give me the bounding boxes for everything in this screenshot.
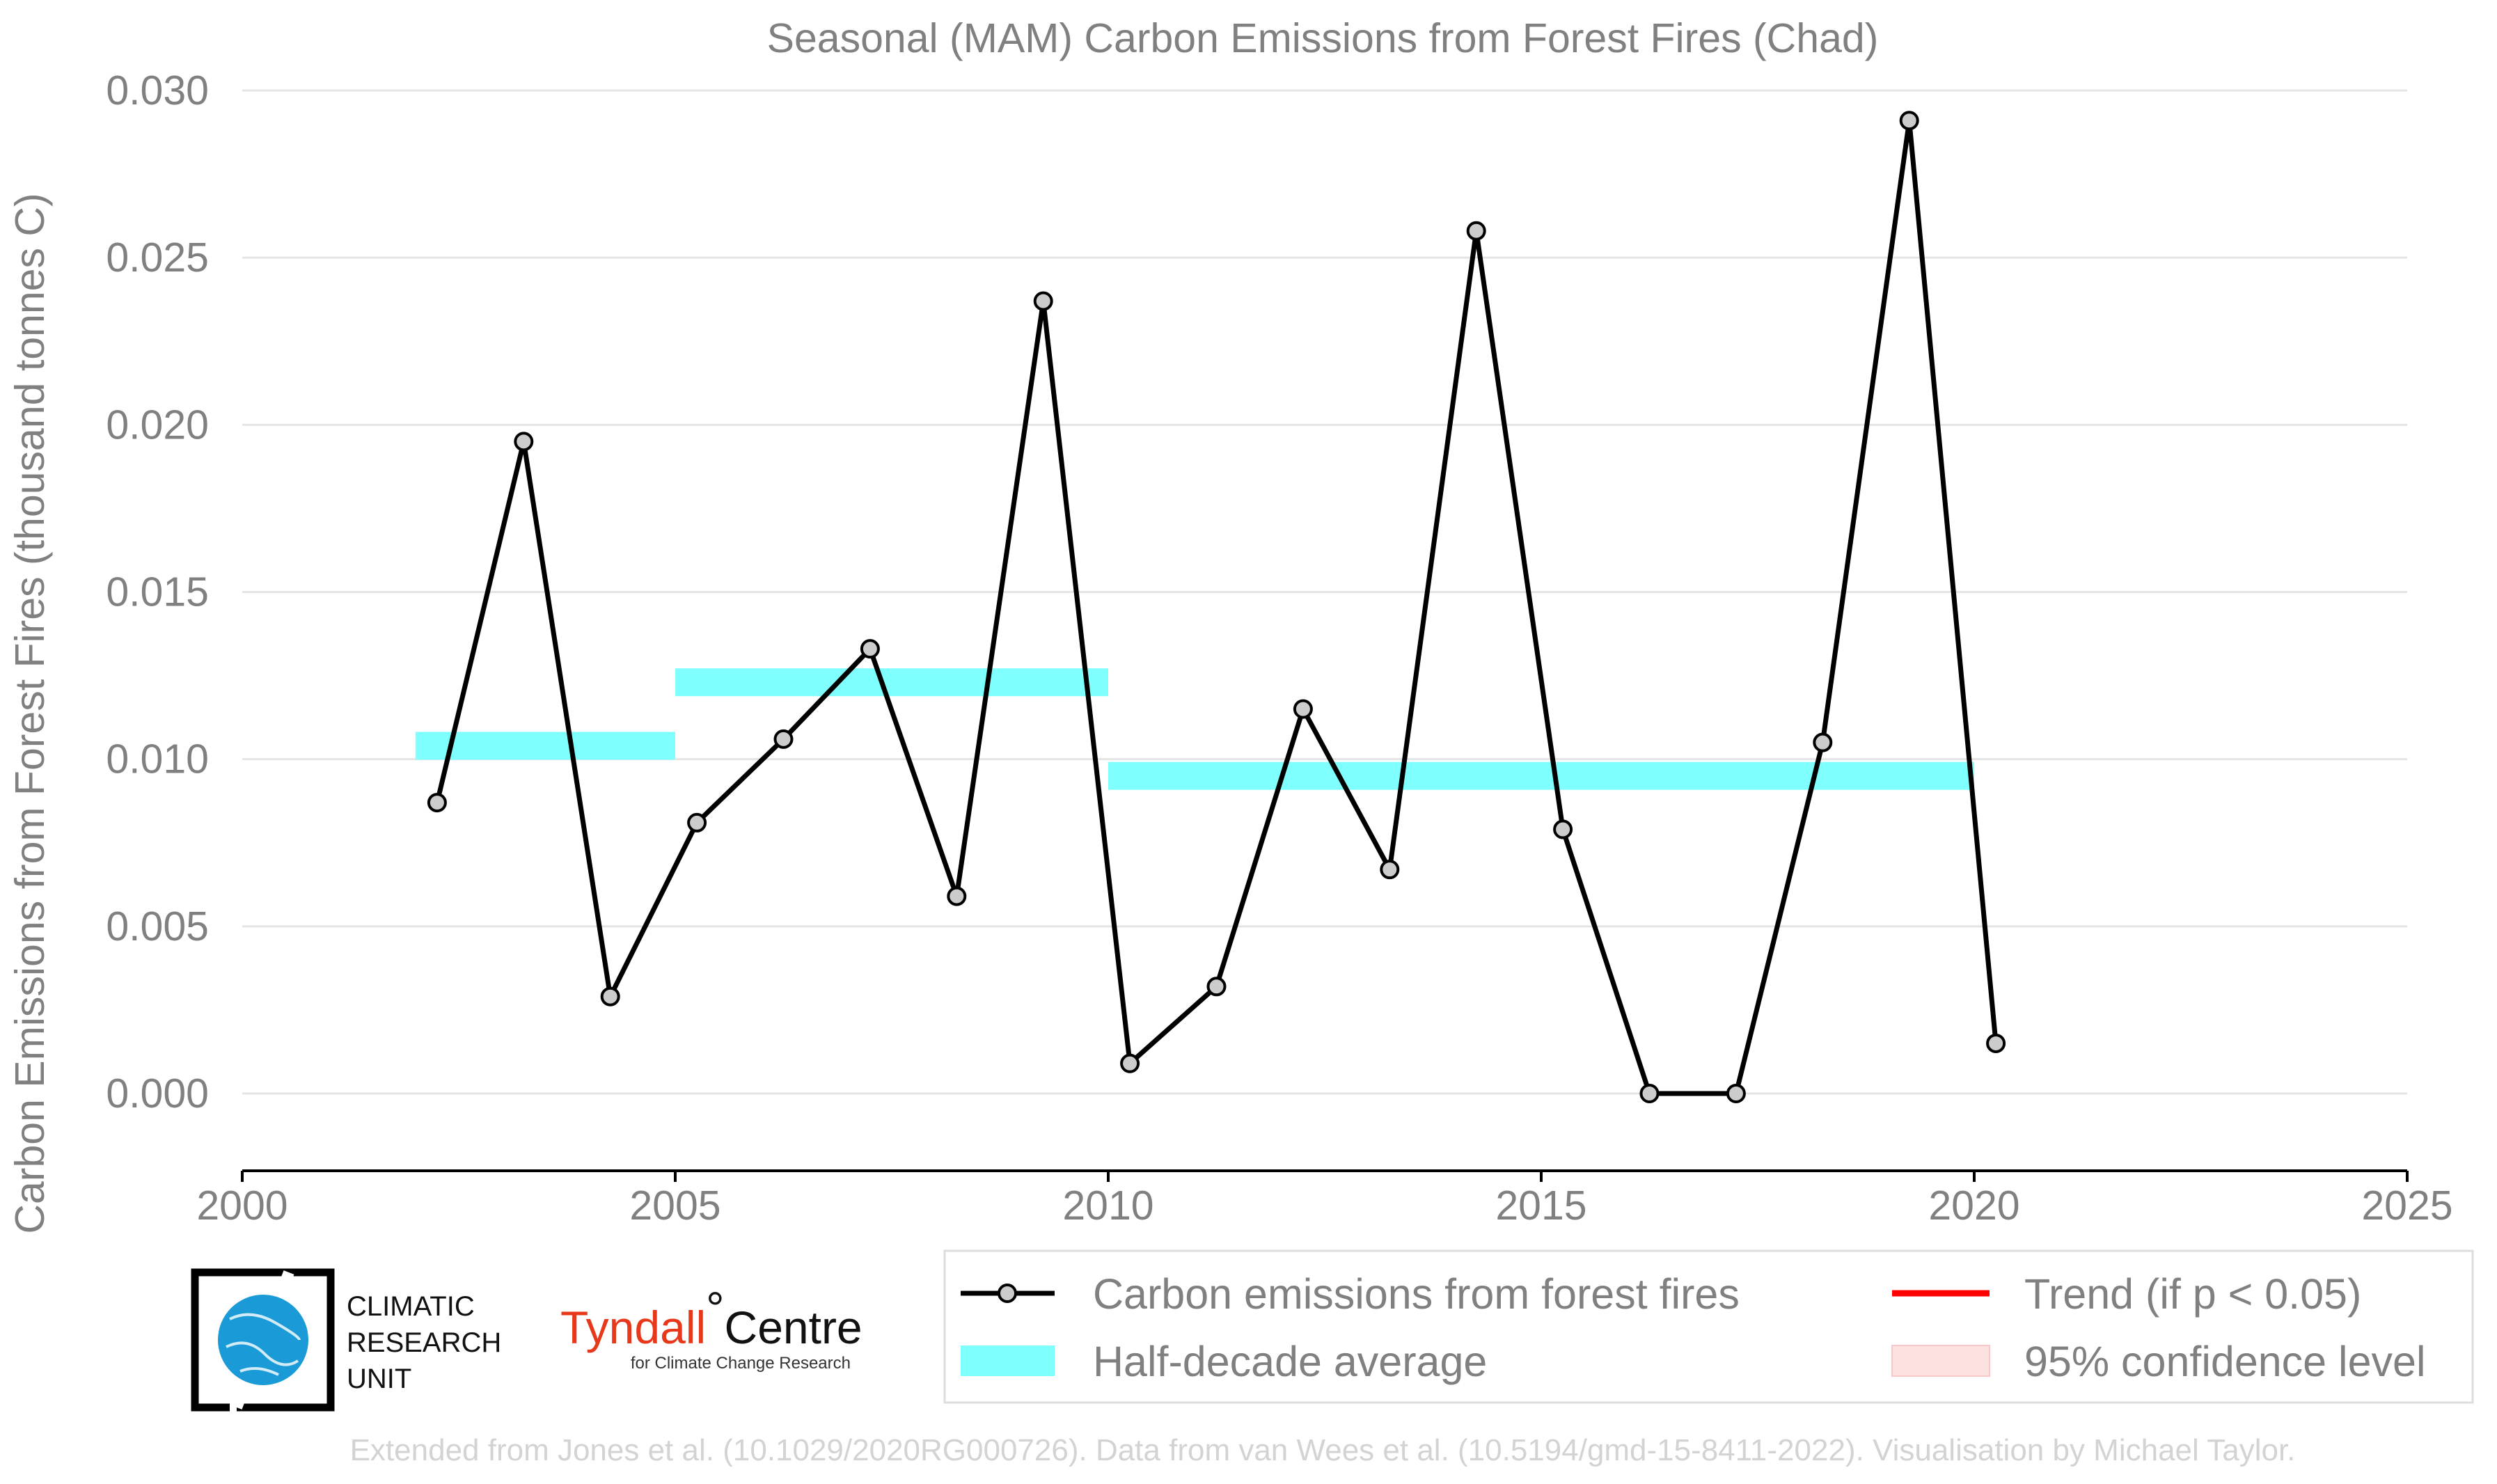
svg-text:Tyndall°Centre: Tyndall°Centre [560,1282,862,1353]
y-axis-label: Carbon Emissions from Forest Fires (thou… [7,193,53,1233]
data-point [1033,291,1053,311]
data-point [600,986,620,1007]
legend-label-confidence: 95% confidence level [2024,1338,2426,1385]
legend-box [943,1249,2474,1404]
data-point [1120,1053,1140,1073]
data-point [1553,819,1573,839]
y-tick-label: 0.010 [106,736,209,782]
data-point [1639,1084,1660,1103]
legend-label-trend: Trend (if p < 0.05) [2024,1270,2361,1318]
x-tick-label: 2000 [196,1183,287,1229]
data-point [947,886,967,906]
grid-lines [242,89,2407,1095]
emissions-series [427,111,2006,1103]
y-tick-label: 0.030 [106,68,209,113]
tyndall-centre-text: Centre [725,1302,862,1353]
half-decade-average-bar [675,668,1108,697]
legend-entry-trend: Trend (if p < 0.05) [1892,1270,2361,1318]
cru-bracket-right-icon [237,1268,335,1412]
half-decade-average-bar [1541,761,1974,790]
x-axis: 2000 2005 2010 2015 2020 2025 [196,1169,2453,1229]
y-tick-label: 0.015 [106,569,209,615]
series-line [434,118,1999,1096]
cru-text-line-1: CLIMATIC [347,1291,475,1322]
half-decade-average-bar [415,732,675,760]
cru-text-line-2: RESEARCH [347,1327,501,1358]
globe-icon [218,1295,308,1385]
legend-entry-confidence: 95% confidence level [1891,1338,2426,1385]
legend: Carbon emissions from forest fires Trend… [943,1249,2474,1404]
data-point [1899,111,1919,131]
legend-label-half-decade: Half-decade average [1093,1338,1487,1385]
x-tick-label: 2005 [629,1183,720,1229]
data-point [427,793,447,813]
y-tick-label: 0.020 [106,402,209,448]
data-point [1466,221,1486,241]
data-point [773,729,794,749]
data-point [514,432,534,452]
data-point [1293,699,1313,719]
data-point [1380,860,1400,880]
legend-marker-icon [998,1284,1017,1303]
y-tick-label: 0.005 [106,903,209,949]
legend-confidence-icon [1891,1345,1990,1377]
x-tick-label: 2025 [2361,1183,2452,1229]
data-point [860,639,880,659]
data-point [687,812,707,832]
half-decade-average-bars [415,668,1974,790]
data-point [1206,977,1227,997]
y-tick-labels: 0.000 0.005 0.010 0.015 0.020 0.025 0.030 [106,68,209,1116]
data-point [1726,1084,1746,1103]
data-point [1813,732,1833,752]
tyndall-subtitle: for Climate Change Research [631,1354,851,1373]
y-tick-label: 0.000 [106,1071,209,1116]
chart-title: Seasonal (MAM) Carbon Emissions from For… [767,15,1879,61]
half-decade-average-bar [1108,761,1541,790]
legend-label-emissions: Carbon emissions from forest fires [1093,1270,1740,1318]
credit-line: Extended from Jones et al. (10.1029/2020… [350,1433,2296,1467]
x-tick-label: 2010 [1062,1183,1153,1229]
cru-bracket-left-icon [191,1268,292,1412]
legend-band-icon [961,1345,1055,1376]
x-tick-label: 2020 [1928,1183,2019,1229]
tyndall-logo: Tyndall°Centre for Climate Change Resear… [560,1282,862,1373]
cru-text-line-3: UNIT [347,1364,411,1394]
x-tick-label: 2015 [1495,1183,1586,1229]
y-tick-label: 0.025 [106,235,209,281]
data-point [1986,1033,2006,1053]
legend-entry-emissions: Carbon emissions from forest fires [961,1270,1740,1318]
tyndall-text: Tyndall [560,1302,706,1353]
cru-logo: CLIMATIC RESEARCH UNIT [191,1268,501,1412]
legend-entry-half-decade: Half-decade average [961,1338,1487,1385]
